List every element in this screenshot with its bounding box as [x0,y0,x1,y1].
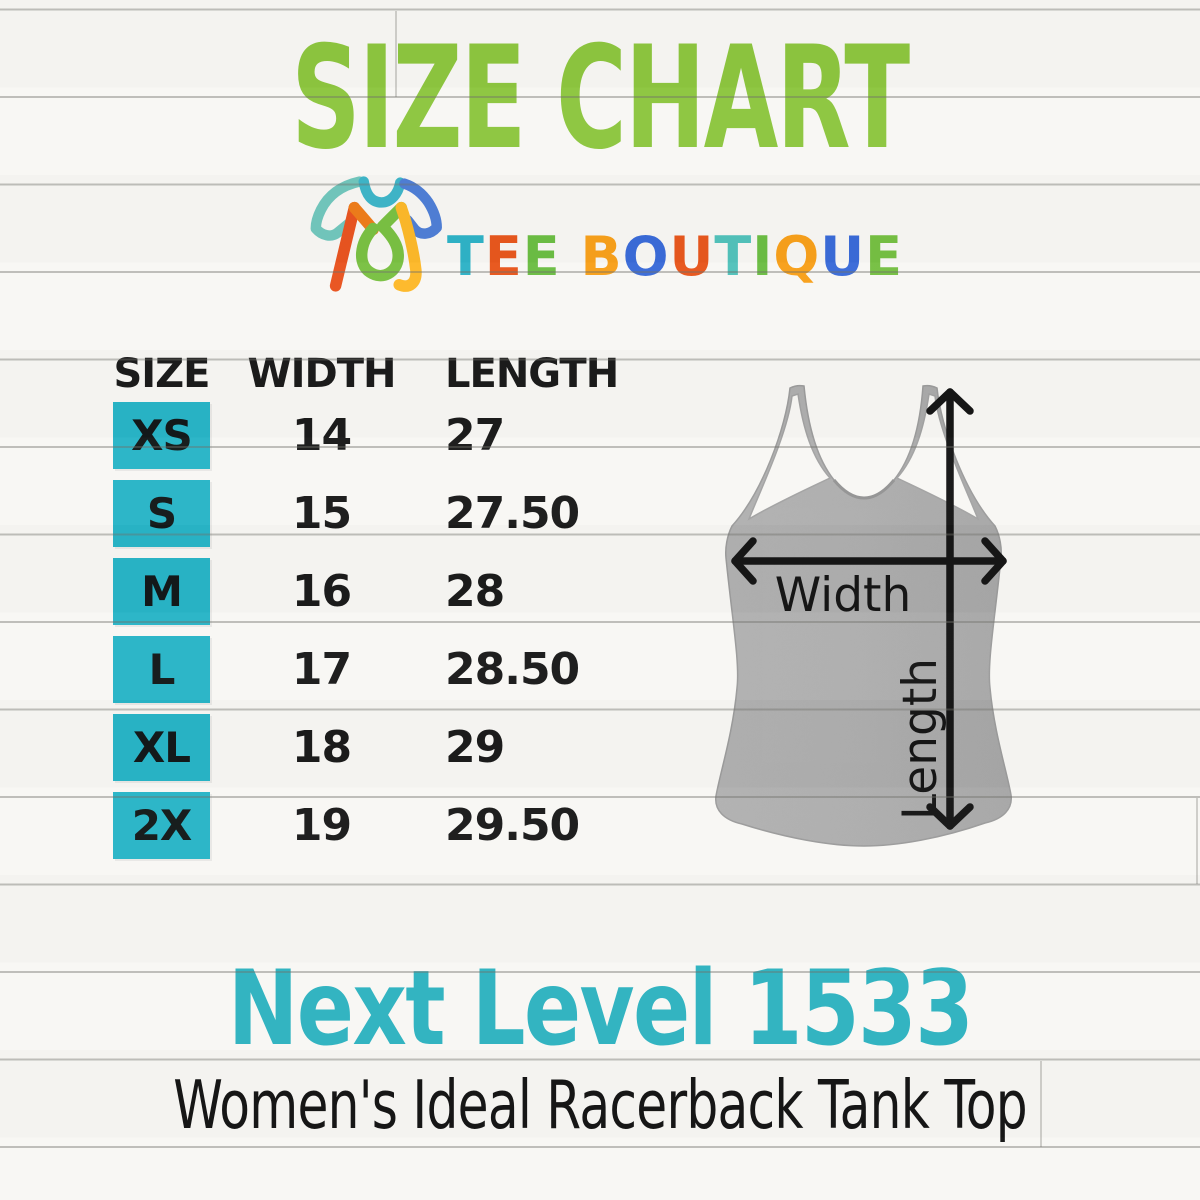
table-row: 2X 19 29.50 [113,792,685,859]
brand-letter [561,230,581,284]
brand-letter: O [622,225,670,288]
brand-letter: T [447,225,485,288]
length-arrow [926,388,974,830]
brand-wordmark: TEE BOUTIQUE [447,230,903,284]
length-cell: 29.50 [445,800,580,851]
page-title: SIZE CHART [291,16,911,181]
size-cell: XS [113,402,210,469]
table-row: S 15 27.50 [113,480,685,547]
size-table: SIZE WIDTH LENGTH XS 14 27 S 15 27.50 M 16 28 L 17… [113,351,685,859]
brand-letter: I [752,225,774,288]
width-label: Width [775,568,912,623]
table-header-row: SIZE WIDTH LENGTH [113,351,685,397]
header-width: WIDTH [247,351,397,397]
header-size: SIZE [113,351,210,397]
brand-letter: U [820,225,866,288]
brand-letter: Q [773,225,821,288]
table-row: XS 14 27 [113,402,685,469]
width-cell: 14 [291,410,352,461]
size-cell: XL [113,714,210,781]
size-cell: 2X [113,792,210,859]
page-title-row: SIZE CHART [0,28,1200,170]
brand-letter: E [484,225,523,288]
tank-measurement-diagram: Width Length [715,384,1012,847]
tee-boutique-tshirt-logo-icon [310,176,442,292]
size-cell: S [113,480,210,547]
product-description: Women's Ideal Racerback Tank Top [173,1066,1027,1144]
length-cell: 27.50 [445,488,580,539]
width-cell: 19 [291,800,352,851]
brand-letter: E [522,225,561,288]
length-label: Length [893,658,948,820]
brand-logo-row: TEE BOUTIQUE [0,168,1200,314]
size-cell: M [113,558,210,625]
size-table-rows: XS 14 27 S 15 27.50 M 16 28 L 17 28.50 XL 18 29 2X 19 29.… [113,402,685,859]
brand-letter: T [714,225,753,288]
length-cell: 27 [445,410,505,461]
table-row: XL 18 29 [113,714,685,781]
product-name: Next Level 1533 [227,949,974,1069]
brand-letter: U [669,225,715,288]
width-arrow [731,537,1007,585]
width-cell: 17 [291,644,352,695]
length-cell: 29 [445,722,505,773]
left-armhole-cutout [747,393,832,521]
table-row: M 16 28 [113,558,685,625]
product-name-row: Next Level 1533 [0,958,1200,1061]
header-length: LENGTH [445,351,619,397]
width-cell: 18 [291,722,352,773]
brand-letter: E [865,225,903,288]
table-row: L 17 28.50 [113,636,685,703]
length-cell: 28 [445,566,505,617]
product-description-row: Women's Ideal Racerback Tank Top [0,1072,1200,1139]
width-cell: 16 [291,566,352,617]
width-cell: 15 [291,488,352,539]
size-cell: L [113,636,210,703]
brand-letter: B [580,225,623,288]
length-cell: 28.50 [445,644,580,695]
plank-seam [1196,798,1198,884]
neckline-seam [832,479,896,500]
